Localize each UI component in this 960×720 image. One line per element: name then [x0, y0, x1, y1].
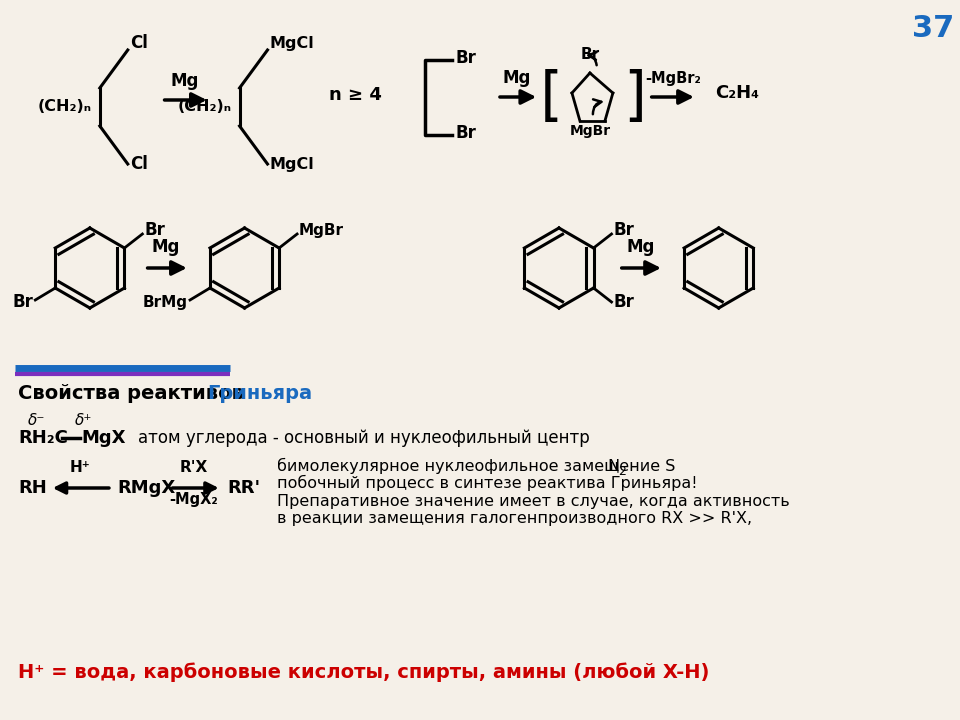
Text: ]: ]	[619, 68, 655, 125]
Text: Br: Br	[455, 49, 476, 67]
Text: Mg: Mg	[503, 69, 531, 87]
Text: δ⁺: δ⁺	[75, 413, 92, 428]
Text: (CH₂)ₙ: (CH₂)ₙ	[178, 99, 231, 114]
Text: RMgX: RMgX	[118, 479, 176, 497]
Text: Br: Br	[455, 124, 476, 142]
Text: Mg: Mg	[171, 72, 199, 90]
Text: H⁺: H⁺	[69, 460, 90, 475]
Text: 37: 37	[912, 14, 954, 42]
Text: Препаративное значение имеет в случае, когда активность: Препаративное значение имеет в случае, к…	[277, 493, 790, 508]
Text: Cl: Cl	[130, 155, 148, 173]
Text: MgBr: MgBr	[569, 124, 611, 138]
Text: [: [	[532, 68, 566, 125]
Text: RR': RR'	[228, 479, 261, 497]
Text: C₂H₄: C₂H₄	[714, 84, 758, 102]
Text: RH₂C: RH₂C	[18, 429, 68, 447]
Text: Mg: Mg	[152, 238, 180, 256]
Text: Свойства реактивов: Свойства реактивов	[18, 384, 251, 402]
Text: бимолекулярное нуклеофильное замещение S: бимолекулярное нуклеофильное замещение S	[277, 458, 676, 474]
Text: RH: RH	[18, 479, 47, 497]
Text: в реакции замещения галогенпроизводного RX >> R'X,: в реакции замещения галогенпроизводного …	[277, 511, 753, 526]
Text: -: -	[626, 459, 636, 474]
Text: MgCl: MgCl	[270, 35, 314, 50]
Text: -MgX₂: -MgX₂	[169, 492, 218, 507]
Text: MgCl: MgCl	[270, 156, 314, 171]
Text: R'X: R'X	[180, 460, 207, 475]
Text: n ≥ 4: n ≥ 4	[329, 86, 382, 104]
Text: BrMg: BrMg	[143, 294, 188, 310]
Text: -MgBr₂: -MgBr₂	[645, 71, 701, 86]
Text: MgX: MgX	[82, 429, 127, 447]
Text: MgBr: MgBr	[300, 222, 344, 238]
Text: Br: Br	[144, 221, 165, 239]
Text: атом углерода - основный и нуклеофильный центр: атом углерода - основный и нуклеофильный…	[137, 429, 589, 447]
Text: (CH₂)ₙ: (CH₂)ₙ	[37, 99, 92, 114]
Text: Cl: Cl	[130, 34, 148, 52]
Text: Br: Br	[613, 293, 635, 311]
Text: Mg: Mg	[627, 238, 655, 256]
Text: побочный процесс в синтезе реактива Гриньяра!: побочный процесс в синтезе реактива Грин…	[277, 475, 698, 491]
Text: δ⁻: δ⁻	[28, 413, 45, 428]
Text: H⁺ = вода, карбоновые кислоты, спирты, амины (любой X-H): H⁺ = вода, карбоновые кислоты, спирты, а…	[18, 662, 709, 682]
Text: 2: 2	[618, 464, 626, 477]
Text: N: N	[607, 459, 619, 474]
Text: Br: Br	[581, 47, 599, 62]
Text: Гриньяра: Гриньяра	[207, 384, 313, 402]
Text: Br: Br	[613, 221, 635, 239]
Text: Br: Br	[12, 293, 34, 311]
